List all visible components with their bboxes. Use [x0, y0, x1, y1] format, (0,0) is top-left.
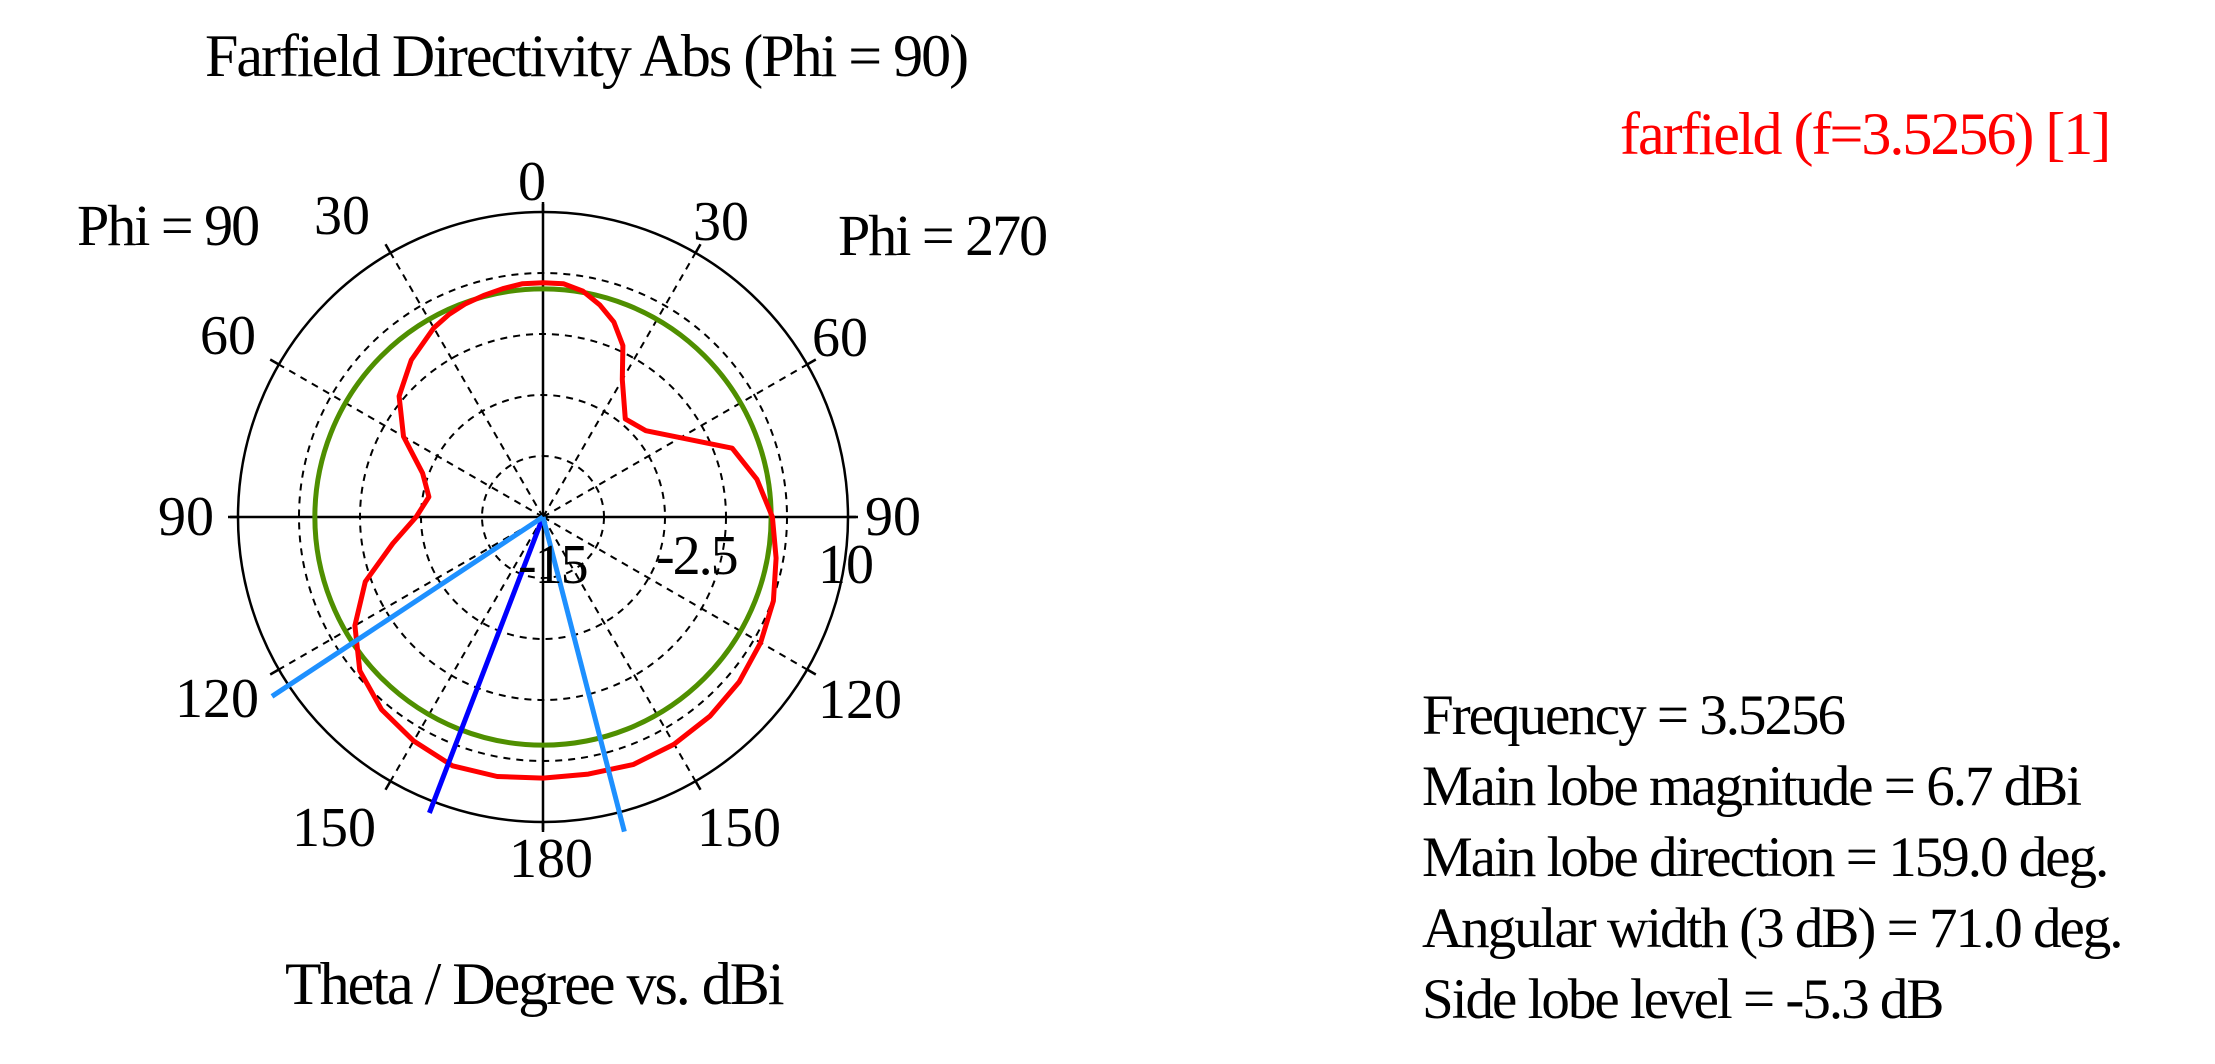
beamwidth-line-1 — [270, 514, 545, 699]
angle-tick-right-30: 30 — [693, 191, 749, 253]
radial-tick-minus15: -15 — [518, 534, 587, 596]
results-panel: Frequency = 3.5256 Main lobe magnitude =… — [1422, 680, 2124, 1035]
tick-mark-60 — [269, 358, 280, 366]
half-label-right: Phi = 270 — [838, 203, 1046, 268]
chart-title: Farfield Directivity Abs (Phi = 90) — [205, 23, 969, 89]
plot-series — [312, 280, 779, 781]
main-lobe-direction-readout: Main lobe direction = 159.0 deg. — [1422, 826, 2109, 889]
angle-tick-left-150: 150 — [292, 797, 376, 859]
tick-mark-210 — [694, 780, 702, 791]
tick-mark-120 — [269, 668, 280, 676]
radial-tick-minus2.5: -2.5 — [656, 525, 737, 587]
angle-tick-0: 0 — [518, 151, 546, 213]
legend-label: farfield (f=3.5256) [1] — [1620, 101, 2111, 167]
angle-tick-180: 180 — [509, 828, 593, 890]
angle-tick-right-90: 90 — [865, 486, 921, 548]
half-label-left: Phi = 90 — [77, 193, 258, 258]
polar-plot: Phi = 90 Phi = 270 0 30 60 90 120 150 18… — [77, 151, 1048, 890]
angle-tick-left-60: 60 — [200, 305, 256, 367]
frequency-readout: Frequency = 3.5256 — [1422, 684, 1846, 747]
angular-width-readout: Angular width (3 dB) = 71.0 deg. — [1422, 897, 2124, 960]
side-lobe-level-readout: Side lobe level = -5.3 dB — [1422, 968, 1944, 1031]
main-lobe-magnitude-readout: Main lobe magnitude = 6.7 dBi — [1422, 755, 2082, 818]
angle-tick-right-150: 150 — [697, 797, 781, 859]
tick-mark-30 — [384, 243, 392, 254]
radial-tick-10: 10 — [818, 534, 874, 596]
angle-tick-left-90: 90 — [158, 486, 214, 548]
tick-mark-240 — [806, 668, 817, 676]
tick-mark-150 — [384, 780, 392, 791]
tick-mark-300 — [806, 358, 817, 366]
beam-markers — [270, 514, 627, 833]
main-lobe-line — [427, 516, 546, 814]
angle-tick-right-120: 120 — [818, 669, 902, 731]
legend-entry: farfield (f=3.5256) [1] — [1620, 100, 2111, 169]
axis-labels: Phi = 90 Phi = 270 0 30 60 90 120 150 18… — [77, 151, 1048, 890]
angle-tick-left-120: 120 — [175, 668, 259, 730]
pattern-curve — [352, 280, 779, 781]
angle-tick-right-60: 60 — [812, 307, 868, 369]
x-axis-label: Theta / Degree vs. dBi — [285, 951, 784, 1017]
tick-mark-330 — [694, 243, 702, 254]
angle-tick-left-30: 30 — [314, 185, 370, 247]
beamwidth-line-2 — [540, 516, 627, 833]
